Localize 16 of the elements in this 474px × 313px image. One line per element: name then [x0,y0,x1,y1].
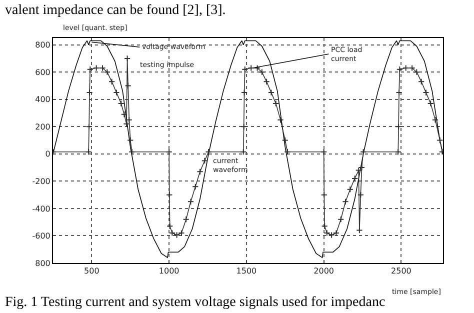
text: valent impedance can be found [2], [3]. [5,3,226,18]
x-tick-label: 2000 [314,266,334,276]
y-tick-label: 200 [35,122,50,132]
y-tick-label: 600 [35,68,50,77]
y-tick-label: -200 [32,176,50,186]
x-tick-label: 500 [84,266,100,276]
x-tick-label: 2500 [391,266,412,276]
y-tick-label: 400 [35,95,50,104]
y-tick-label: 0 [45,150,50,159]
x-tick-label: 1500 [236,266,257,276]
y-tick-label: 800 [35,40,50,50]
y-tick-label: 800 [35,258,50,268]
y-tick-label: -400 [32,204,50,214]
y-tick-label: -600 [32,232,50,241]
caption: Fig. 1 Testing current and system voltage signals used for impedanc [5,295,386,310]
x-tick-label: 1000 [158,266,180,276]
